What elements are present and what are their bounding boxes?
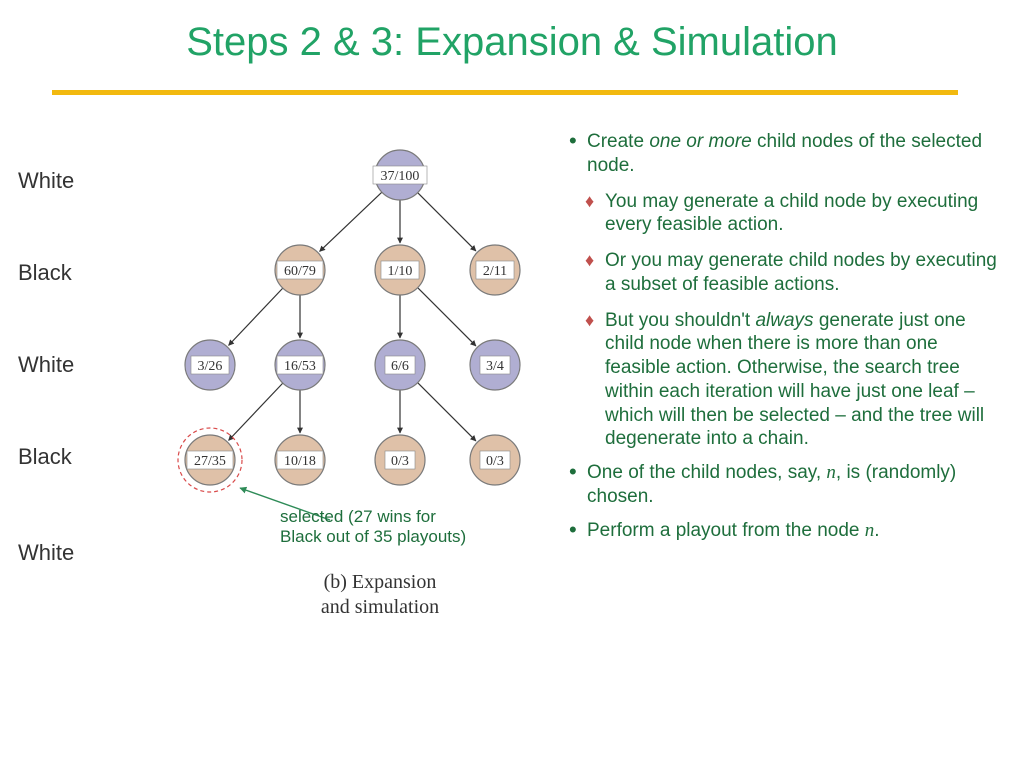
node-label: 0/3 — [486, 454, 504, 469]
node-label: 27/35 — [194, 454, 226, 469]
node-label: 16/53 — [284, 359, 316, 374]
tree-node: 0/3 — [470, 435, 520, 485]
node-label: 3/4 — [486, 359, 504, 374]
player-row-label: White — [18, 352, 74, 378]
node-label: 1/10 — [388, 264, 413, 279]
annotation-line1: selected (27 wins for — [280, 507, 436, 526]
tree-node: 10/18 — [275, 435, 325, 485]
tree-node: 60/79 — [275, 245, 325, 295]
tree-node: 2/11 — [470, 245, 520, 295]
b1-text-italic: one or more — [649, 131, 757, 152]
tree-node: 3/4 — [470, 340, 520, 390]
sub-bullet-3: ♦ But you shouldn't always generate just… — [565, 309, 1005, 452]
bullet-2: • One of the child nodes, say, n, is (ra… — [565, 461, 1005, 509]
node-label: 2/11 — [483, 264, 507, 279]
tree-diagram: 37/100 60/79 1/10 2/11 3/26 16/53 6/6 3/4 27/35 1… — [150, 120, 570, 640]
caption-line2: and simulation — [321, 596, 439, 618]
tree-node: 27/35 — [178, 428, 242, 492]
sb3-text-italic: always — [755, 310, 818, 331]
tree-node: 16/53 — [275, 340, 325, 390]
sb1-text: You may generate a child node by executi… — [605, 191, 978, 236]
tree-edge — [418, 193, 476, 251]
sb2-text: Or you may generate child nodes by execu… — [605, 250, 997, 295]
b2-text-a: One of the child nodes, say, — [587, 462, 826, 483]
annotation-line2: Black out of 35 playouts) — [280, 527, 466, 546]
tree-edge — [320, 192, 382, 251]
bullet-3: • Perform a playout from the node n. — [565, 519, 1005, 543]
tree-edge — [418, 288, 476, 346]
node-label: 60/79 — [284, 264, 316, 279]
b1-text-a: Create — [587, 131, 649, 152]
tree-node: 6/6 — [375, 340, 425, 390]
tree-node: 3/26 — [185, 340, 235, 390]
diagram-caption: (b) Expansion and simulation — [300, 570, 460, 620]
b3-text-a: Perform a playout from the node — [587, 520, 865, 541]
tree-edge — [229, 288, 283, 345]
tree-node: 0/3 — [375, 435, 425, 485]
caption-line1: (b) Expansion — [324, 571, 437, 593]
sub-bullet-1: ♦ You may generate a child node by execu… — [565, 190, 1005, 238]
node-label: 37/100 — [381, 169, 420, 184]
bullet-list: • Create one or more child nodes of the … — [565, 130, 1005, 548]
player-row-label: White — [18, 540, 74, 566]
node-label: 3/26 — [198, 359, 223, 374]
diamond-icon: ♦ — [585, 309, 594, 332]
b3-n: n — [865, 520, 875, 541]
node-label: 0/3 — [391, 454, 409, 469]
sb3-text-a: But you shouldn't — [605, 310, 755, 331]
slide: Steps 2 & 3: Expansion & Simulation Whit… — [0, 0, 1024, 768]
diamond-icon: ♦ — [585, 249, 594, 272]
b3-text-b: . — [874, 520, 879, 541]
bullet-dot-icon: • — [569, 519, 577, 541]
tree-edge — [229, 383, 283, 440]
b2-n: n — [826, 462, 836, 483]
tree-edge — [418, 383, 476, 441]
slide-title: Steps 2 & 3: Expansion & Simulation — [0, 20, 1024, 65]
bullet-1: • Create one or more child nodes of the … — [565, 130, 1005, 178]
node-label: 6/6 — [391, 359, 409, 374]
tree-node: 1/10 — [375, 245, 425, 295]
bullet-dot-icon: • — [569, 461, 577, 483]
bullet-dot-icon: • — [569, 130, 577, 152]
node-label: 10/18 — [284, 454, 316, 469]
title-rule — [52, 90, 958, 95]
diamond-icon: ♦ — [585, 190, 594, 213]
player-row-label: Black — [18, 444, 72, 470]
selected-annotation: selected (27 wins for Black out of 35 pl… — [280, 507, 466, 548]
sub-bullet-2: ♦ Or you may generate child nodes by exe… — [565, 249, 1005, 297]
player-row-label: Black — [18, 260, 72, 286]
player-row-label: White — [18, 168, 74, 194]
